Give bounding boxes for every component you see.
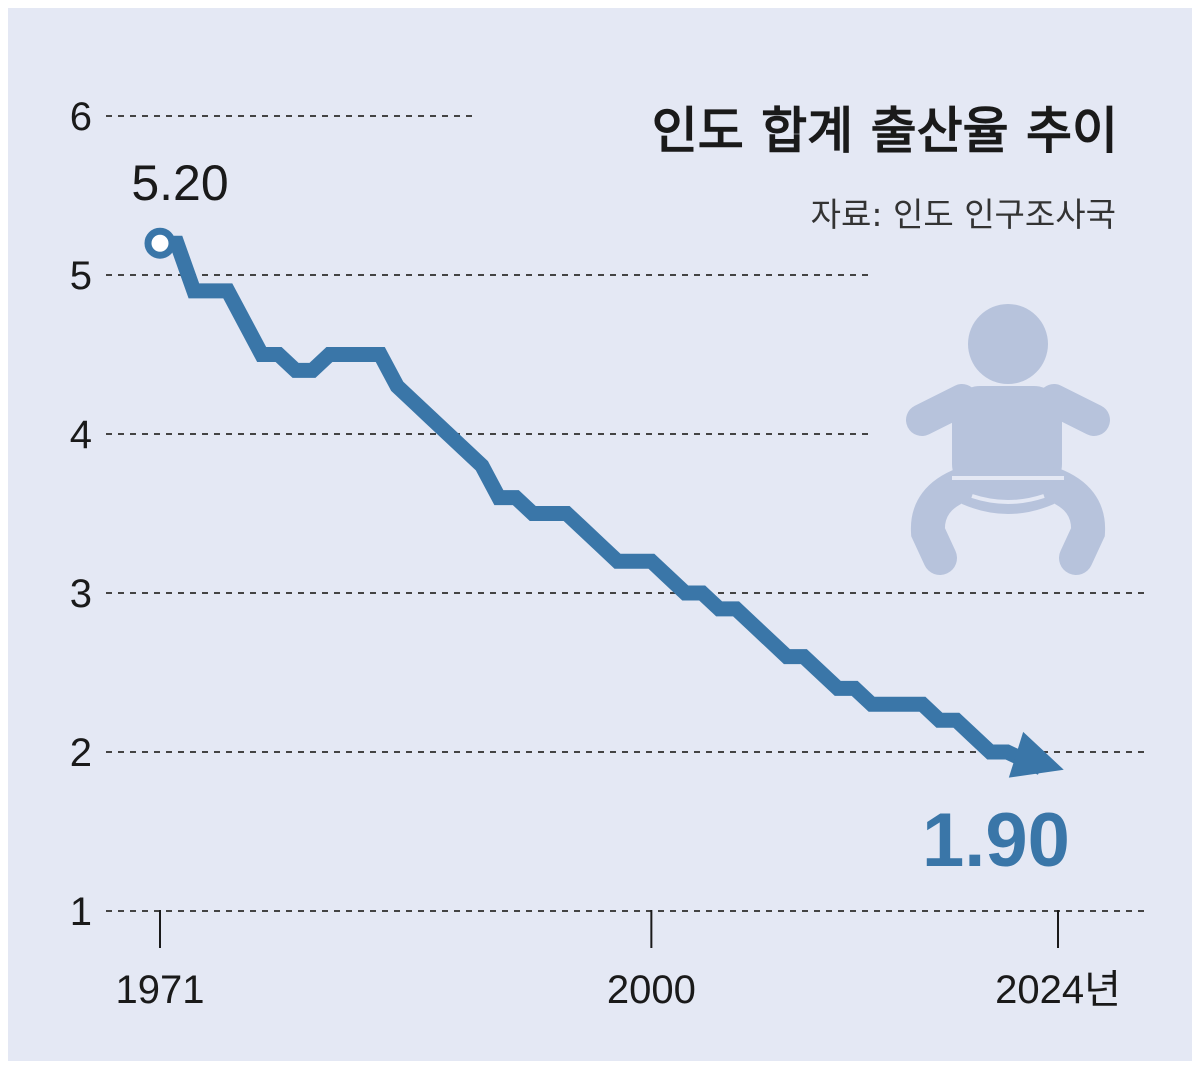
x-axis-ticks: 1971 2000 2024년 bbox=[116, 910, 1121, 1012]
grid-lines bbox=[106, 115, 1144, 912]
end-value-label: 1.90 bbox=[922, 798, 1070, 883]
y-tick-label: 5 bbox=[70, 254, 92, 298]
source-note: 자료: 인도 인구조사국 bbox=[811, 195, 1116, 234]
end-arrow-marker bbox=[1008, 731, 1064, 778]
series-line bbox=[160, 235, 1045, 775]
chart-panel: 1 2 3 4 5 6 1971 2000 2024년 인도 합계 출산율 추이 자료: 인도… bbox=[8, 8, 1192, 1061]
y-tick-label: 6 bbox=[70, 95, 92, 139]
y-tick-label: 4 bbox=[70, 413, 92, 457]
y-axis-ticks: 1 2 3 4 5 6 bbox=[70, 95, 92, 934]
x-tick-label: 2024년 bbox=[995, 968, 1121, 1012]
y-tick-label: 2 bbox=[70, 731, 92, 775]
x-tick-label: 2000 bbox=[607, 968, 696, 1012]
chart-title: 인도 합계 출산율 추이 bbox=[652, 102, 1118, 160]
baby-icon bbox=[906, 304, 1110, 575]
y-tick-label: 3 bbox=[70, 572, 92, 616]
start-value-label: 5.20 bbox=[131, 155, 228, 211]
y-tick-label: 1 bbox=[70, 890, 92, 934]
start-point-marker bbox=[144, 227, 176, 259]
fertility-chart: 1 2 3 4 5 6 1971 2000 2024년 인도 합계 출산율 추이 자료: 인도… bbox=[70, 95, 1144, 1012]
x-tick-label: 1971 bbox=[116, 968, 205, 1012]
